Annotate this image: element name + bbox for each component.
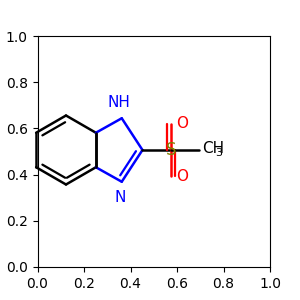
Text: CH: CH [202, 141, 224, 156]
Text: S: S [166, 141, 176, 159]
Text: 3: 3 [215, 148, 222, 158]
Text: O: O [176, 116, 188, 131]
Text: NH: NH [108, 95, 131, 110]
Text: O: O [176, 169, 188, 184]
Text: N: N [115, 190, 126, 205]
